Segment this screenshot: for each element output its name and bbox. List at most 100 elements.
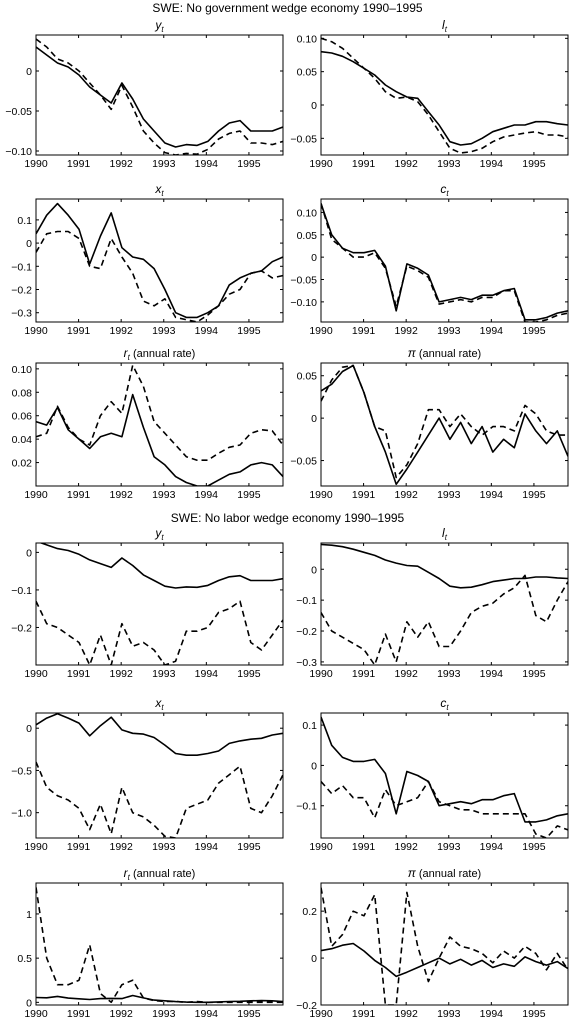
axes-box — [320, 34, 569, 156]
x-tick-label: 1995 — [237, 668, 261, 680]
series-line-dashed — [36, 887, 283, 1004]
axes-box — [320, 198, 569, 323]
series-line-dashed — [321, 780, 568, 838]
axes-box — [320, 882, 569, 1006]
panel-5: π (annual rate) 1990 1991 1992 1993 1994 1995 0… — [290, 346, 569, 501]
x-tick-label: 1995 — [237, 1008, 261, 1020]
series-line-dashed — [321, 887, 568, 1005]
axes-box — [320, 712, 569, 839]
axes-box — [35, 882, 284, 1006]
y-tick-label: 0.06 — [12, 411, 33, 423]
y-tick-label: 0.1 — [302, 720, 317, 732]
x-tick-label: 1994 — [195, 668, 219, 680]
x-tick-label: 1995 — [237, 158, 261, 170]
y-tick-label: −0.10 — [5, 146, 32, 158]
y-tick-label: −0.05 — [290, 133, 317, 145]
x-tick-label: 1990 — [24, 158, 48, 170]
series-line-dashed — [36, 600, 283, 665]
x-tick-label: 1994 — [480, 325, 504, 337]
x-tick-label: 1995 — [522, 841, 546, 853]
x-tick-label: 1995 — [522, 489, 546, 501]
x-tick-label: 1993 — [152, 489, 176, 501]
series-line-solid — [321, 50, 568, 146]
x-tick-label: 1990 — [24, 668, 48, 680]
y-tick-label: 1 — [26, 909, 32, 921]
y-tick-label: −0.1 — [296, 801, 317, 813]
y-tick-label: 0.10 — [297, 207, 318, 219]
x-tick-label: 1990 — [24, 489, 48, 501]
x-tick-label: 1993 — [437, 489, 461, 501]
x-tick-label: 1992 — [109, 841, 133, 853]
x-tick-label: 1993 — [152, 325, 176, 337]
panel-title: π (annual rate) — [408, 866, 481, 880]
axes-box — [35, 712, 284, 839]
x-tick-label: 1992 — [394, 489, 418, 501]
panel-8: xt 1990 1991 1992 1993 1994 1995 0 −0.5 −1.0 — [11, 696, 284, 853]
series-line-dashed — [36, 38, 283, 155]
series-line-dashed — [321, 364, 568, 479]
x-tick-label: 1991 — [67, 489, 91, 501]
y-tick-label: −0.3 — [296, 657, 317, 669]
axes-box — [35, 34, 284, 156]
axes-box — [35, 542, 284, 666]
x-tick-label: 1991 — [67, 325, 91, 337]
series-line-dashed — [36, 761, 283, 838]
x-tick-label: 1995 — [522, 668, 546, 680]
panel-title: yt — [154, 18, 164, 34]
series-line-solid — [321, 543, 568, 589]
y-tick-label: −0.3 — [11, 308, 32, 320]
x-tick-label: 1994 — [195, 158, 219, 170]
panel-4: rt (annual rate) 1990 1991 1992 1993 1994 1995… — [12, 346, 284, 501]
x-tick-label: 1995 — [522, 1008, 546, 1020]
x-tick-label: 1993 — [437, 325, 461, 337]
x-tick-label: 1994 — [195, 1008, 219, 1020]
panel-title: xt — [154, 696, 164, 712]
x-tick-label: 1994 — [480, 489, 504, 501]
x-tick-label: 1995 — [237, 841, 261, 853]
y-tick-label: 0.02 — [12, 458, 33, 470]
panel-0: yt 1990 1991 1992 1993 1994 1995 0 −0.05 −0.10 — [5, 18, 284, 170]
x-tick-label: 1994 — [480, 668, 504, 680]
panel-title: ct — [440, 182, 449, 198]
x-tick-label: 1992 — [394, 158, 418, 170]
x-tick-label: 1992 — [109, 1008, 133, 1020]
y-tick-label: −0.2 — [11, 622, 32, 634]
x-tick-label: 1994 — [480, 1008, 504, 1020]
y-tick-label: 0.10 — [12, 364, 33, 376]
x-tick-label: 1990 — [309, 668, 333, 680]
series-line-solid — [321, 364, 568, 486]
x-tick-label: 1993 — [152, 1008, 176, 1020]
x-tick-label: 1990 — [309, 841, 333, 853]
panel-9: ct 1990 1991 1992 1993 1994 1995 0.1 0 −0.1 — [296, 696, 569, 853]
y-tick-label: −0.1 — [296, 595, 317, 607]
y-tick-label: −0.05 — [290, 456, 317, 468]
panel-title: yt — [154, 526, 164, 542]
x-tick-label: 1991 — [352, 841, 376, 853]
x-tick-label: 1995 — [237, 489, 261, 501]
x-tick-label: 1992 — [109, 325, 133, 337]
x-tick-label: 1993 — [437, 668, 461, 680]
x-tick-label: 1991 — [67, 668, 91, 680]
y-tick-label: −0.2 — [296, 1000, 317, 1012]
y-tick-label: 0.05 — [297, 230, 318, 242]
y-tick-label: 0 — [311, 953, 317, 965]
y-tick-label: 0.2 — [302, 906, 317, 918]
y-tick-label: 0 — [311, 760, 317, 772]
series-line-solid — [321, 203, 568, 321]
x-tick-label: 1995 — [522, 158, 546, 170]
series-line-dashed — [36, 230, 283, 322]
panel-1: lt 1990 1991 1992 1993 1994 1995 0.10 0.05 0 −0.05 — [290, 18, 569, 170]
x-tick-label: 1994 — [195, 841, 219, 853]
series-line-solid — [321, 716, 568, 823]
x-tick-label: 1993 — [437, 158, 461, 170]
series-line-solid — [36, 46, 283, 148]
panel-title: lt — [442, 526, 448, 542]
y-tick-label: 0 — [26, 66, 32, 78]
x-tick-label: 1990 — [24, 841, 48, 853]
y-tick-label: 0.05 — [297, 67, 318, 79]
series-line-solid — [36, 393, 283, 486]
x-tick-label: 1992 — [394, 325, 418, 337]
x-tick-label: 1990 — [309, 325, 333, 337]
